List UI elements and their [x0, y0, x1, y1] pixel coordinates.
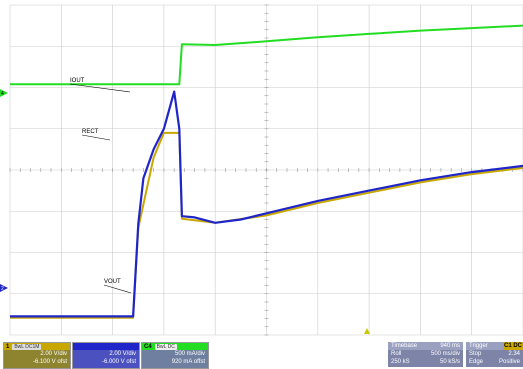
ch1-coupling-tag: BwL DC1M [12, 343, 42, 350]
timebase-title: Timebase [391, 343, 418, 349]
rect-label-text: RECT [82, 129, 99, 135]
trigger-state: Stop [469, 351, 482, 357]
ch2-offset: -6.000 V ofst [101, 359, 136, 365]
ch1-offset: -6.100 V ofst [32, 359, 67, 365]
ch2-scale: 2.00 V/div [109, 351, 136, 357]
trigger-position-marker[interactable] [364, 328, 370, 334]
trigger-source-badge: C1 DC [502, 342, 523, 350]
ch1-scale: 2.00 V/div [40, 351, 67, 357]
rect-label: RECT [81, 129, 111, 141]
ch2-descriptor[interactable]: 2.00 V/div -6.000 V ofst [72, 342, 140, 369]
iout-label-text: IOUT [70, 78, 85, 84]
ch4-scale: 500 mA/div [174, 351, 205, 357]
trace-rect [10, 90, 523, 318]
ch4-level-marker[interactable]: 4 [0, 89, 8, 97]
svg-text:2: 2 [1, 286, 4, 292]
vout-label: VOUT [103, 279, 132, 294]
ch4-number: C4 [144, 343, 152, 350]
timebase-samples: 250 kS [391, 359, 410, 365]
trace-iout [10, 24, 523, 86]
ch2-level-marker[interactable]: 2 [0, 284, 8, 292]
trigger-title: Trigger [469, 343, 488, 349]
timebase-rate: 50 kS/s [439, 359, 460, 365]
trigger-slope: Positive [498, 359, 520, 365]
timebase-panel[interactable]: Timebase 940 ms Roll 500 ms/div 250 kS 5… [388, 342, 463, 367]
graticule-grid [9, 4, 523, 336]
ch4-coupling-tag: BwL DC [154, 343, 177, 350]
timebase-mode: Roll [391, 351, 402, 357]
trigger-type: Edge [469, 359, 484, 365]
svg-text:4: 4 [1, 91, 4, 97]
ch4-descriptor[interactable]: C4 BwL DC 500 mA/div 920 mA offst [141, 342, 209, 369]
trigger-level: 2.34 [508, 351, 520, 357]
timebase-div: 500 ms/div [430, 351, 460, 357]
waveform-traces [10, 24, 523, 319]
waveform-plot: 4 2 IOUT RECT VOUT [0, 4, 523, 336]
vout-label-text: VOUT [104, 279, 121, 285]
iout-label: IOUT [69, 78, 131, 93]
trigger-panel[interactable]: Trigger C1 DC Stop 2.34 Edge Positive [466, 342, 523, 367]
ch1-descriptor[interactable]: 1 BwL DC1M 2.00 V/div -6.100 V ofst [3, 342, 71, 369]
ch4-offset: 920 mA offst [171, 359, 205, 365]
timebase-value: 940 ms [440, 343, 460, 349]
status-bar: 1 BwL DC1M 2.00 V/div -6.100 V ofst 2.00… [0, 340, 523, 369]
ch1-number: 1 [6, 343, 10, 350]
